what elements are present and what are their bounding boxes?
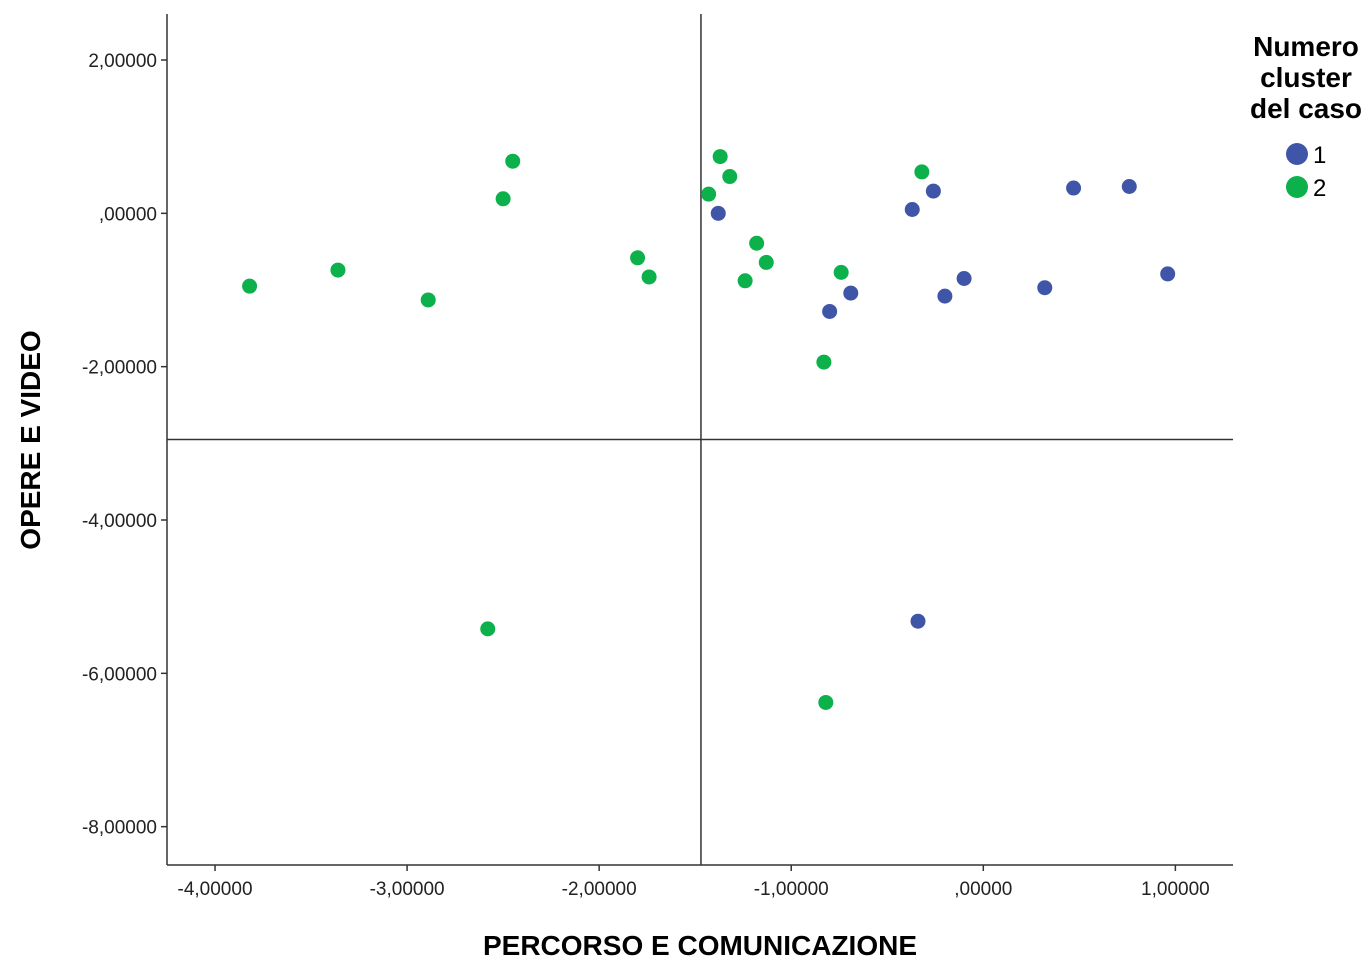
x-axis-title: PERCORSO E COMUNICAZIONE bbox=[483, 930, 917, 959]
data-point-cluster-2 bbox=[505, 153, 521, 169]
legend-marker-cluster-1 bbox=[1286, 143, 1308, 165]
x-tick-label: -2,00000 bbox=[562, 879, 637, 900]
y-tick-label: -6,00000 bbox=[82, 664, 157, 685]
data-point-cluster-2 bbox=[330, 262, 346, 278]
data-point-cluster-2 bbox=[701, 186, 717, 202]
legend-title-line-3: del caso bbox=[1250, 93, 1362, 124]
data-point-cluster-1 bbox=[956, 271, 972, 286]
legend: Numero cluster del caso 1 2 bbox=[1250, 31, 1362, 202]
data-point-cluster-1 bbox=[710, 205, 726, 221]
data-point-cluster-1 bbox=[925, 183, 941, 199]
data-point-cluster-2 bbox=[758, 254, 774, 270]
data-point-cluster-2 bbox=[833, 264, 849, 280]
data-points bbox=[242, 149, 1176, 710]
data-point-cluster-1 bbox=[1037, 280, 1053, 296]
y-axis-title: OPERE E VIDEO bbox=[15, 330, 46, 549]
legend-marker-cluster-2 bbox=[1286, 176, 1308, 198]
x-axis-ticks: -4,00000 -3,00000 -2,00000 -1,00000 ,00000 1,… bbox=[178, 865, 1210, 900]
legend-title-line-2: cluster bbox=[1260, 62, 1352, 93]
y-axis-ticks: 2,00000 ,00000 -2,00000 -4,00000 -6,00000 -8,… bbox=[82, 51, 167, 839]
data-point-cluster-2 bbox=[722, 169, 738, 185]
data-point-cluster-1 bbox=[937, 288, 953, 304]
data-point-cluster-2 bbox=[818, 694, 834, 710]
data-point-cluster-1 bbox=[910, 613, 926, 629]
legend-label-cluster-2: 2 bbox=[1313, 175, 1326, 202]
data-point-cluster-2 bbox=[641, 269, 657, 285]
data-point-cluster-2 bbox=[242, 278, 258, 294]
data-point-cluster-2 bbox=[495, 191, 511, 207]
y-tick-label: 2,00000 bbox=[88, 51, 157, 72]
data-point-cluster-2 bbox=[816, 354, 832, 370]
x-tick-label: -4,00000 bbox=[178, 879, 253, 900]
data-point-cluster-2 bbox=[712, 149, 728, 165]
data-point-cluster-2 bbox=[737, 273, 753, 289]
y-tick-label: -8,00000 bbox=[82, 818, 157, 839]
data-point-cluster-1 bbox=[843, 285, 859, 301]
x-tick-label: -3,00000 bbox=[370, 879, 445, 900]
data-point-cluster-2 bbox=[914, 164, 930, 180]
y-tick-label: ,00000 bbox=[99, 204, 157, 225]
legend-title-line-1: Numero bbox=[1253, 31, 1359, 62]
data-point-cluster-1 bbox=[1121, 179, 1137, 194]
y-tick-label: -4,00000 bbox=[82, 511, 157, 532]
data-point-cluster-1 bbox=[1066, 180, 1082, 196]
x-tick-label: -1,00000 bbox=[754, 879, 829, 900]
reference-lines bbox=[167, 14, 1233, 865]
data-point-cluster-2 bbox=[749, 235, 765, 251]
data-point-cluster-1 bbox=[904, 202, 920, 217]
data-point-cluster-1 bbox=[1160, 266, 1176, 282]
x-tick-label: 1,00000 bbox=[1141, 879, 1210, 900]
legend-label-cluster-1: 1 bbox=[1313, 142, 1326, 169]
data-point-cluster-2 bbox=[480, 621, 496, 637]
data-point-cluster-2 bbox=[630, 250, 646, 266]
data-point-cluster-2 bbox=[420, 292, 436, 308]
y-tick-label: -2,00000 bbox=[82, 358, 157, 379]
data-point-cluster-1 bbox=[822, 303, 838, 319]
x-tick-label: ,00000 bbox=[954, 879, 1012, 900]
